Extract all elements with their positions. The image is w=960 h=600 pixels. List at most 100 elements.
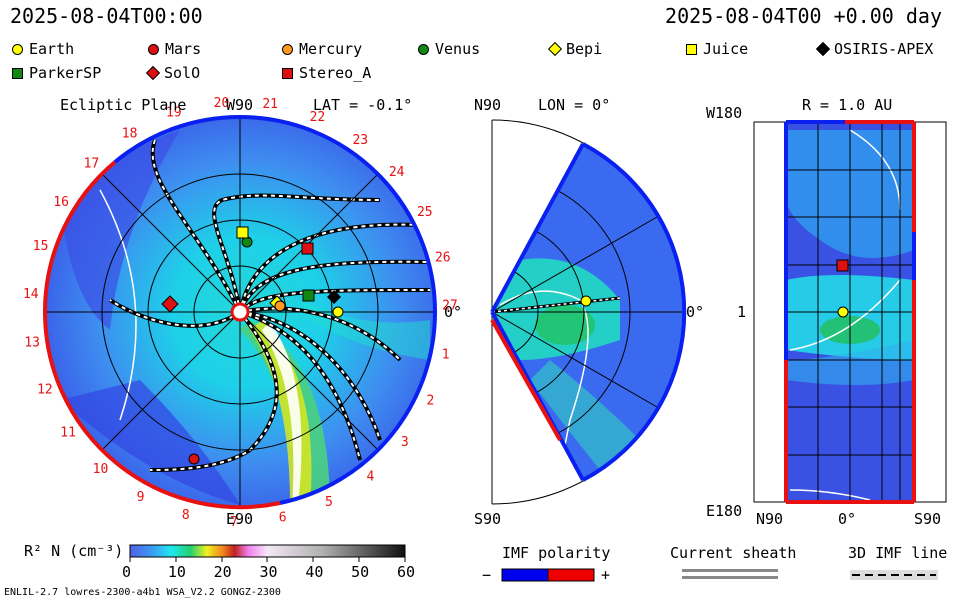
rotation-label: 26 [435, 251, 451, 266]
colorbar-ticks [129, 557, 406, 562]
diamond-icon [547, 41, 563, 57]
legend-item-earth: Earth [12, 40, 74, 58]
imf-plus: + [601, 566, 611, 584]
meridional-top-label: N90 [474, 96, 502, 114]
meridional-plane [490, 119, 687, 505]
sphere-left-mid: 1 [737, 303, 747, 321]
rotation-label: 12 [37, 383, 53, 398]
rotation-label: 17 [84, 157, 100, 172]
diamond-icon [815, 41, 831, 57]
footer-model: ENLIL-2.7 lowres-2300-a4b1 WSA_V2.2 GONG… [4, 587, 281, 598]
legend-label: OSIRIS-APEX [834, 40, 934, 58]
header-datetime: 2025-08-04T00:00 [10, 4, 203, 28]
rotation-label: 6 [279, 511, 287, 526]
legend-item-mercury: Mercury [282, 40, 362, 58]
imf-positive-swatch [547, 568, 595, 582]
juice-marker [236, 226, 249, 239]
rotation-label: 13 [24, 336, 40, 351]
meridional-lon: LON = 0° [538, 96, 611, 114]
sphere-title: R = 1.0 AU [802, 96, 893, 114]
header-offset: 2025-08-04T00 +0.00 day [665, 4, 942, 28]
imf-minus: − [482, 566, 492, 584]
rotation-label: 2 [426, 394, 434, 409]
rotation-label: 14 [23, 287, 39, 302]
earth-marker [332, 306, 344, 318]
legend-item-juice: Juice [686, 40, 748, 58]
rotation-label: 22 [310, 110, 326, 125]
meridional-right-label: 0° [686, 303, 705, 321]
sheath-label: Current sheath [670, 544, 797, 562]
legend-label: ParkerSP [29, 64, 102, 82]
circle-icon [148, 43, 159, 55]
colorbar-tick-label: 10 [167, 563, 186, 581]
rotation-label: 23 [352, 133, 368, 148]
colorbar-tick-label: 30 [259, 563, 278, 581]
legend-item-mars: Mars [148, 40, 201, 58]
solo-marker [161, 295, 179, 313]
legend-label: Mars [165, 40, 202, 58]
imfline-label: 3D IMF line [848, 544, 948, 562]
square-icon [12, 67, 23, 79]
rotation-label: 21 [262, 97, 278, 112]
legend-label: Juice [703, 40, 749, 58]
rotation-label: 8 [182, 508, 190, 523]
legend-item-bepi: Bepi [547, 40, 603, 58]
rotation-label: 3 [401, 435, 409, 450]
colorbar-tick-label: 0 [122, 563, 132, 581]
legend-item-osiris-apex: OSIRIS-APEX [815, 40, 934, 58]
sphere-x-mid: 0° [838, 510, 857, 528]
imf-boundary-positive [239, 115, 438, 505]
ecliptic-right-label: 0° [444, 303, 463, 321]
legend-item-venus: Venus [418, 40, 480, 58]
rotation-label: 1 [442, 347, 450, 362]
sphere-map [753, 120, 947, 504]
colorbar-gradient [129, 544, 406, 558]
ecliptic-lat: LAT = -0.1° [313, 96, 413, 114]
rotation-label: 27 [442, 299, 458, 314]
rotation-label: 25 [417, 205, 433, 220]
sheath-line-1 [682, 569, 778, 572]
meridional-bottom-label: S90 [474, 510, 502, 528]
legend-item-solo: SolO [145, 64, 200, 82]
diamond-icon [145, 65, 161, 81]
ecliptic-title: Ecliptic Plane [60, 96, 187, 114]
rotation-label: 18 [122, 126, 138, 141]
rotation-label: 7 [230, 515, 238, 530]
rotation-label: 20 [214, 96, 230, 111]
legend-label: Mercury [299, 40, 363, 58]
legend-label: Venus [435, 40, 481, 58]
imf-label: IMF polarity [502, 544, 611, 562]
ecliptic-bottom-label: E90 [226, 510, 254, 528]
osiris-apex-marker [327, 290, 341, 304]
legend-label: Earth [29, 40, 75, 58]
sheath-line-2 [682, 576, 778, 579]
legend-label: Bepi [566, 40, 603, 58]
square-icon [282, 67, 293, 79]
colorbar-tick-label: 40 [305, 563, 324, 581]
circle-icon [12, 43, 23, 55]
legend-item-parkersp: ParkerSP [12, 64, 101, 82]
circle-icon [282, 43, 293, 55]
rotation-label: 15 [33, 239, 49, 254]
legend-label: Stereo_A [299, 64, 372, 82]
sun-marker [230, 302, 250, 322]
colorbar-tick-label: 20 [213, 563, 232, 581]
colorbar-tick-label: 50 [351, 563, 370, 581]
rotation-label: 11 [60, 426, 76, 441]
rotation-label: 9 [137, 490, 145, 505]
colorbar-label: R² N (cm⁻³) [24, 542, 124, 560]
sphere-bottom-left: E180 [706, 502, 743, 520]
square-icon [686, 43, 697, 55]
rotation-label: 16 [53, 195, 69, 210]
rotation-label: 4 [366, 470, 374, 485]
rotation-label: 24 [389, 165, 405, 180]
colorbar-tick-label: 60 [397, 563, 416, 581]
legend-item-stereo-a: Stereo_A [282, 64, 371, 82]
parker-marker [302, 289, 315, 302]
rotation-label: 10 [93, 462, 109, 477]
sphere-stereo-a-marker [836, 259, 849, 272]
meridional-earth-marker [580, 295, 592, 307]
rotation-label: 5 [325, 495, 333, 510]
